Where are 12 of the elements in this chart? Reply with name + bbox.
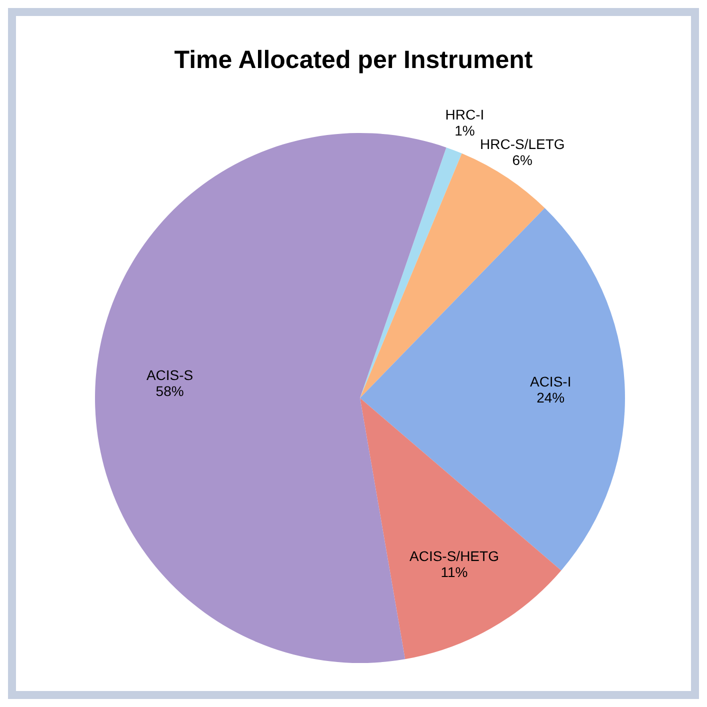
- slice-label: ACIS-I: [530, 374, 572, 390]
- slice-label: HRC-S/LETG: [480, 136, 565, 152]
- slice-label: HRC-I: [445, 106, 484, 122]
- slice-label: ACIS-S: [146, 366, 194, 383]
- data-label: 1%: [454, 122, 475, 139]
- chart-title: Time Allocated per Instrument: [173, 46, 534, 75]
- slice-label: ACIS-S/HETG: [410, 548, 499, 564]
- pie-slice: [360, 147, 462, 398]
- data-label: 11%: [440, 564, 468, 580]
- data-label: 6%: [512, 152, 533, 168]
- data-label: 58%: [156, 383, 184, 399]
- data-label: 24%: [536, 390, 565, 406]
